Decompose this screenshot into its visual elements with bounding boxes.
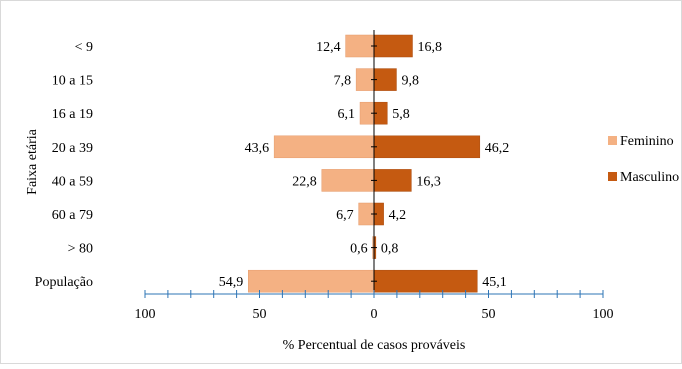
data-label-masculino-row-4: 16,3 xyxy=(416,174,441,189)
bar-masculino-row-0 xyxy=(373,34,413,58)
data-label-feminino-row-7: 54,9 xyxy=(219,275,244,290)
data-label-masculino-row-0: 16,8 xyxy=(417,40,442,55)
legend-label-masculino: Masculino xyxy=(620,170,679,185)
bar-feminino-row-7 xyxy=(248,269,375,293)
bar-masculino-row-7 xyxy=(373,269,478,293)
bar-masculino-row-1 xyxy=(373,68,397,91)
bar-masculino-row-3 xyxy=(373,135,481,159)
data-label-feminino-row-5: 6,7 xyxy=(336,208,354,223)
x-axis-group: 100 50 0 50 100 xyxy=(135,290,614,322)
bar-feminino-row-3 xyxy=(273,135,375,159)
data-label-masculino-row-7: 45,1 xyxy=(482,275,507,290)
data-label-masculino-row-1: 9,8 xyxy=(401,74,419,89)
category-label-row-7: População xyxy=(35,275,93,290)
category-label-row-6: > 80 xyxy=(68,242,93,257)
center-axis-group xyxy=(371,30,377,294)
legend-swatch-feminino xyxy=(608,136,617,145)
data-label-feminino-row-1: 7,8 xyxy=(334,74,352,89)
data-label-masculino-row-2: 5,8 xyxy=(392,107,410,122)
bar-masculino-row-4 xyxy=(373,169,412,192)
category-label-row-2: 16 a 19 xyxy=(52,107,93,122)
legend-swatch-masculino xyxy=(608,172,617,181)
data-label-masculino-row-3: 46,2 xyxy=(485,141,510,156)
data-label-feminino-row-2: 6,1 xyxy=(338,107,356,122)
category-labels-group: < 9 10 a 15 16 a 19 20 a 39 40 a 59 60 a 79 > … xyxy=(35,40,93,290)
bar-feminino-row-0 xyxy=(345,34,375,58)
bars-group xyxy=(248,34,481,293)
data-label-masculino-row-5: 4,2 xyxy=(389,208,407,223)
x-tick-label-3: 50 xyxy=(482,307,496,322)
data-label-feminino-row-3: 43,6 xyxy=(245,141,270,156)
x-tick-label-4: 100 xyxy=(593,307,614,322)
category-label-row-0: < 9 xyxy=(75,40,93,55)
x-tick-label-0: 100 xyxy=(135,307,156,322)
data-label-feminino-row-6: 0,6 xyxy=(350,242,368,257)
x-tick-label-1: 50 xyxy=(253,307,267,322)
x-axis-title: % Percentual de casos prováveis xyxy=(283,338,466,353)
legend-label-feminino: Feminino xyxy=(620,134,674,149)
x-tick-label-2: 0 xyxy=(371,307,378,322)
bar-labels-group: 12,4 16,8 7,8 9,8 6,1 5,8 43,6 46,2 22,8 16,3 6,7 4… xyxy=(219,40,510,290)
category-label-row-5: 60 a 79 xyxy=(52,208,93,223)
data-label-feminino-row-0: 12,4 xyxy=(316,40,341,55)
data-label-feminino-row-4: 22,8 xyxy=(292,174,317,189)
category-label-row-3: 20 a 39 xyxy=(52,141,93,156)
data-label-masculino-row-6: 0,8 xyxy=(381,242,399,257)
category-label-row-1: 10 a 15 xyxy=(52,74,93,89)
category-label-row-4: 40 a 59 xyxy=(52,174,93,189)
legend: Feminino Masculino xyxy=(608,134,679,185)
bar-feminino-row-4 xyxy=(321,169,375,192)
y-axis-title: Faixa etária xyxy=(25,128,40,194)
